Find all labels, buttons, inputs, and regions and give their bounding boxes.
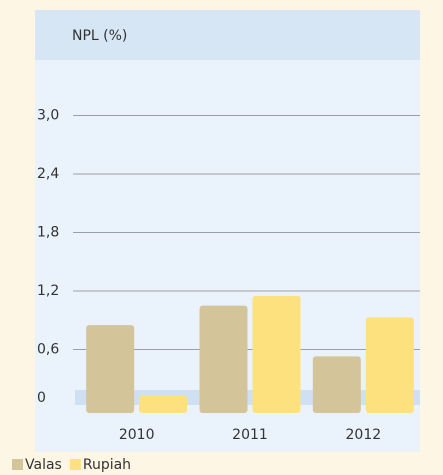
y-tick-label: 0 bbox=[37, 390, 46, 406]
y-tick-label: 1,2 bbox=[37, 283, 59, 299]
bar bbox=[199, 305, 248, 413]
y-tick-label: 2,4 bbox=[37, 166, 59, 182]
bar bbox=[86, 325, 135, 413]
y-tick-label: 1,8 bbox=[37, 225, 59, 241]
legend-label: Rupiah bbox=[83, 457, 131, 473]
legend-swatch bbox=[12, 459, 23, 470]
legend-label: Valas bbox=[25, 457, 62, 473]
legend-swatch bbox=[69, 459, 81, 470]
bar bbox=[312, 356, 361, 413]
x-tick-label: 2010 bbox=[119, 427, 155, 443]
chart-title: NPL (%) bbox=[72, 28, 127, 44]
bar bbox=[139, 395, 188, 413]
x-tick-label: 2011 bbox=[232, 427, 268, 443]
y-tick-label: 3,0 bbox=[37, 108, 59, 124]
bar bbox=[252, 295, 301, 413]
bar bbox=[365, 317, 414, 413]
x-tick-label: 2012 bbox=[346, 427, 382, 443]
y-tick-label: 0,6 bbox=[37, 342, 59, 358]
header-band bbox=[35, 10, 420, 60]
